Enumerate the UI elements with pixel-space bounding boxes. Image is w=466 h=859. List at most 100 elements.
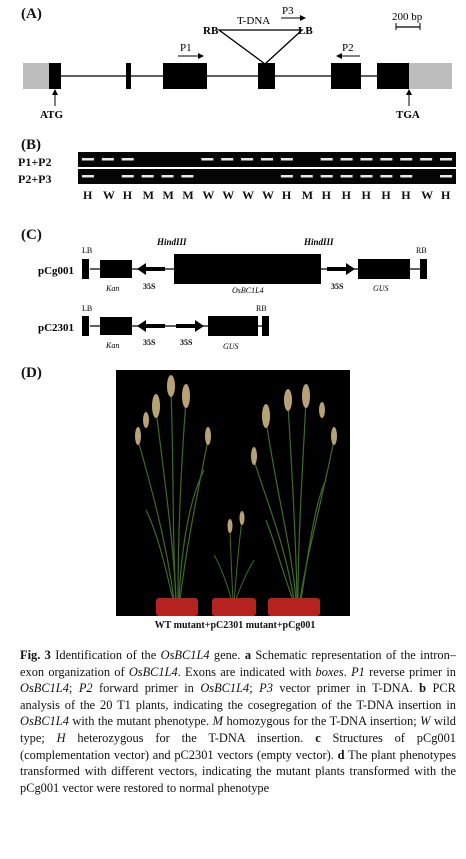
- figure-caption: Fig. 3 Identification of the OsBC1L4 gen…: [20, 647, 456, 796]
- c2-lb-label: LB: [82, 304, 92, 313]
- gel-band: [221, 158, 234, 161]
- genotype-label: M: [162, 188, 174, 202]
- caption-text: . Exons are indicated with: [177, 664, 312, 679]
- caption-p1: P1: [351, 664, 365, 679]
- c1-kan: [100, 260, 132, 278]
- caption-text: wild type;: [20, 714, 456, 745]
- gel-band: [181, 175, 194, 178]
- p2-label: P2: [342, 42, 354, 54]
- genotype-label: H: [441, 188, 451, 202]
- genotype-label: H: [321, 188, 332, 202]
- gel-band: [320, 158, 333, 161]
- c2-rb-border: [262, 316, 269, 336]
- gel-band: [380, 175, 393, 178]
- genotype-label: W: [242, 188, 255, 202]
- exon-3: [163, 63, 207, 89]
- tga-label: TGA: [396, 109, 420, 121]
- genotype-label: W: [102, 188, 115, 202]
- vector-constructs-diagram: pCg001 LB RB HindIII HindIII Kan 35S OsB…: [38, 237, 427, 351]
- gel-band: [320, 175, 333, 178]
- caption-text: Structures of pCg001 (complementation ve…: [20, 730, 456, 762]
- gel-band: [141, 175, 154, 178]
- genotype-label: W: [202, 188, 215, 202]
- utr-5: [23, 63, 53, 89]
- caption-text: vector primer in T-DNA.: [279, 681, 413, 696]
- gel-band: [161, 175, 174, 178]
- hindiii-right: HindIII: [303, 237, 334, 247]
- gel-band: [380, 158, 393, 161]
- c2-35s-label-1: 35S: [143, 338, 156, 347]
- gel-band: [400, 158, 413, 161]
- p3-label: P3: [282, 5, 294, 17]
- caption-part-c: c: [315, 730, 321, 745]
- caption-w: W: [420, 714, 431, 729]
- caption-p2: P2: [78, 681, 93, 696]
- hindiii-left: HindIII: [156, 237, 187, 247]
- gel-band: [241, 158, 254, 161]
- caption-text: forward primer in: [99, 681, 194, 696]
- c1-rb-border: [420, 259, 427, 279]
- gene-structure-diagram: 200 bp T-DNA RB LB P3 P1 P2 ATG TGA: [23, 5, 452, 121]
- genotype-label: W: [262, 188, 274, 202]
- caption-text: .: [343, 664, 347, 679]
- c1-kan-label: Kan: [105, 284, 119, 293]
- panel-d-label: (D): [21, 365, 42, 381]
- caption-part-b: b: [419, 681, 427, 696]
- caption-m: M: [212, 714, 223, 729]
- gel-band: [101, 158, 114, 161]
- caption-text: Schematic representation of the intron–e…: [20, 648, 456, 679]
- gel-band: [280, 175, 293, 178]
- c2-35s-label-2: 35S: [180, 338, 193, 347]
- gel-band: [340, 158, 353, 161]
- gel-band: [81, 175, 94, 178]
- c1-35s-arrow-right: [327, 263, 355, 275]
- gel-band: [121, 158, 134, 161]
- caption-text: with the mutant phenotype.: [72, 714, 210, 729]
- caption-boxes: boxes: [315, 664, 344, 679]
- gel-band: [261, 158, 273, 161]
- row-label-p1p2: P1+P2: [18, 155, 52, 169]
- gel-band: [340, 175, 353, 178]
- gel-band: [360, 158, 373, 161]
- caption-part-a: a: [244, 648, 252, 662]
- scale-bar-label: 200 bp: [392, 11, 423, 23]
- rb-label: RB: [203, 25, 219, 37]
- c2-lb-border: [82, 316, 89, 336]
- genotype-label: H: [82, 188, 93, 202]
- caption-gene-name: OsBC1L4: [20, 681, 69, 696]
- c2-35s-arrow-right: [176, 320, 204, 332]
- c1-35s-arrow-left: [137, 263, 165, 275]
- caption-text: The plant phenotypes transformed with di…: [20, 747, 457, 795]
- c2-gus: [208, 316, 258, 336]
- c1-gus: [358, 259, 410, 279]
- caption-p3: P3: [259, 681, 273, 696]
- caption-fig-number: Fig. 3: [20, 648, 51, 662]
- caption-text: reverse primer in: [369, 664, 456, 679]
- exon-5: [331, 63, 361, 89]
- exon-2: [126, 63, 131, 89]
- c2-35s-arrow-left: [137, 320, 165, 332]
- plant-illustration: [135, 375, 337, 616]
- genotype-label: M: [301, 188, 314, 202]
- c1-lb-label: LB: [82, 246, 92, 255]
- c2-gus-label: GUS: [223, 342, 239, 351]
- gel-band: [400, 175, 413, 178]
- genotype-label: H: [361, 188, 371, 202]
- panel-c-label: (C): [21, 227, 42, 243]
- exon-1: [49, 63, 61, 89]
- row-label-p2p3: P2+P3: [18, 172, 52, 186]
- genotype-label: M: [142, 188, 154, 202]
- exon-6: [377, 63, 409, 89]
- caption-text: gene.: [213, 648, 241, 662]
- c1-gus-label: GUS: [373, 284, 389, 293]
- construct1-label: pCg001: [38, 265, 74, 277]
- c2-rb-label: RB: [256, 304, 267, 313]
- genotype-label: H: [341, 188, 351, 202]
- gel-band: [360, 175, 373, 178]
- caption-gene-name: OsBC1L4: [200, 681, 250, 696]
- genotype-label: H: [381, 188, 391, 202]
- atg-label: ATG: [40, 109, 63, 121]
- genotype-label: W: [421, 188, 434, 202]
- plant-phenotype-photo: [116, 370, 350, 616]
